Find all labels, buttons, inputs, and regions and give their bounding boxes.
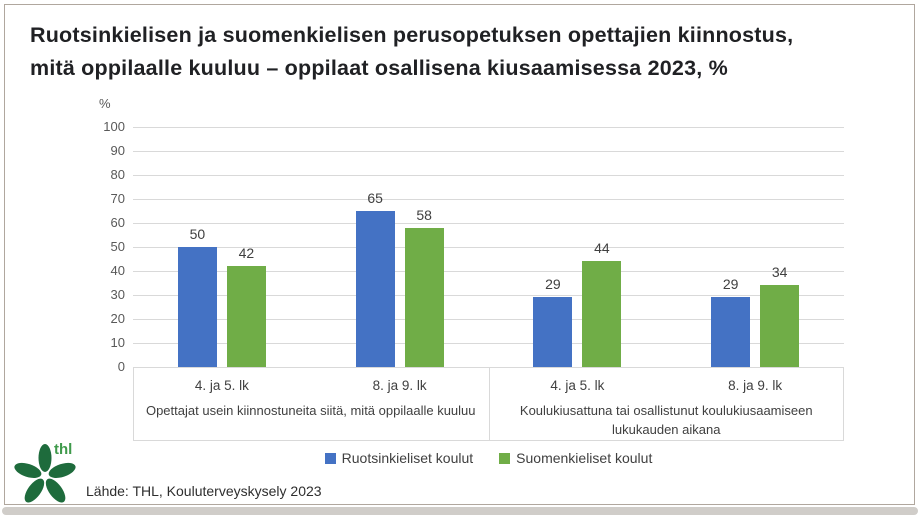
bar-value-label: 29 [722,276,739,292]
bar-Ruotsinkieliset koulut-4. ja 5. lk [177,247,217,367]
gridline [133,175,844,176]
y-tick-label: 70 [110,191,125,206]
bar-value-label: 44 [594,240,610,256]
bar-Suomenkieliset koulut-8. ja 9. lk [760,285,800,367]
y-tick-label: 40 [110,263,125,278]
y-tick-label: 90 [110,143,125,158]
gridline [133,295,844,296]
bar-Ruotsinkieliset koulut-4. ja 5. lk [533,297,573,367]
category-box-bottom-line [133,440,844,441]
chart-title-line1: Ruotsinkielisen ja suomenkielisen peruso… [30,23,794,47]
panel-label: Opettajat usein kiinnostuneita siitä, mi… [145,403,476,418]
legend-label: Suomenkieliset koulut [516,450,653,466]
gridline [133,367,844,368]
category-label: 4. ja 5. lk [194,378,249,393]
y-tick-label: 0 [117,359,125,374]
legend-marker-icon [499,452,511,464]
legend-item: Ruotsinkieliset koulut [324,450,474,466]
bar-value-label: 34 [771,264,788,280]
bar-value-label: 65 [367,190,383,206]
legend-marker-icon [324,452,336,464]
category-label: 4. ja 5. lk [550,378,605,393]
chart-title-line2: mitä oppilaalle kuuluu – oppilaat osalli… [30,56,728,80]
bar-Suomenkieliset koulut-4. ja 5. lk [226,266,266,367]
chart-title: Ruotsinkielisen ja suomenkielisen peruso… [30,19,900,85]
y-tick-label: 30 [110,287,125,302]
y-tick-label: 60 [110,215,125,230]
legend: Ruotsinkieliset koulut Suomenkieliset kou… [133,450,844,466]
gridline [133,151,844,152]
bar-value-label: 42 [238,245,255,261]
y-tick-label: 50 [110,239,125,254]
category-box-divider [843,367,844,440]
gridline [133,199,844,200]
gridline [133,319,844,320]
window-bottom-edge [2,507,918,515]
y-axis-unit-label: % [99,96,111,111]
bar-value-label: 58 [416,207,432,223]
category-box-divider [489,367,490,440]
category-box-divider [133,367,134,440]
gridline [133,127,844,128]
category-label: 8. ja 9. lk [728,378,783,393]
legend-label: Ruotsinkieliset koulut [341,450,474,466]
bar-Suomenkieliset koulut-8. ja 9. lk [404,228,444,367]
thl-logo: thl [14,441,76,503]
bar-Ruotsinkieliset koulut-8. ja 9. lk [711,297,751,367]
category-label: 8. ja 9. lk [372,378,427,393]
bar-Ruotsinkieliset koulut-8. ja 9. lk [355,211,395,367]
gridline [133,271,844,272]
y-tick-label: 10 [110,335,125,350]
y-tick-label: 80 [110,167,125,182]
chart-frame [4,4,915,505]
gridline [133,223,844,224]
bar-value-label: 29 [545,276,561,292]
thl-flower-icon [14,444,76,503]
gridline [133,247,844,248]
legend-item: Suomenkieliset koulut [499,450,652,466]
panel-label: Koulukiusattuna tai osallistunut kouluki… [519,403,813,437]
bar-Suomenkieliset koulut-4. ja 5. lk [582,261,622,367]
bar-value-label: 50 [189,226,206,242]
y-tick-label: 20 [110,311,125,326]
thl-logo-text: thl [54,441,72,458]
source-note: Lähde: THL, Kouluterveyskysely 2023 [86,483,322,499]
gridline [133,343,844,344]
y-tick-label: 100 [103,119,125,134]
